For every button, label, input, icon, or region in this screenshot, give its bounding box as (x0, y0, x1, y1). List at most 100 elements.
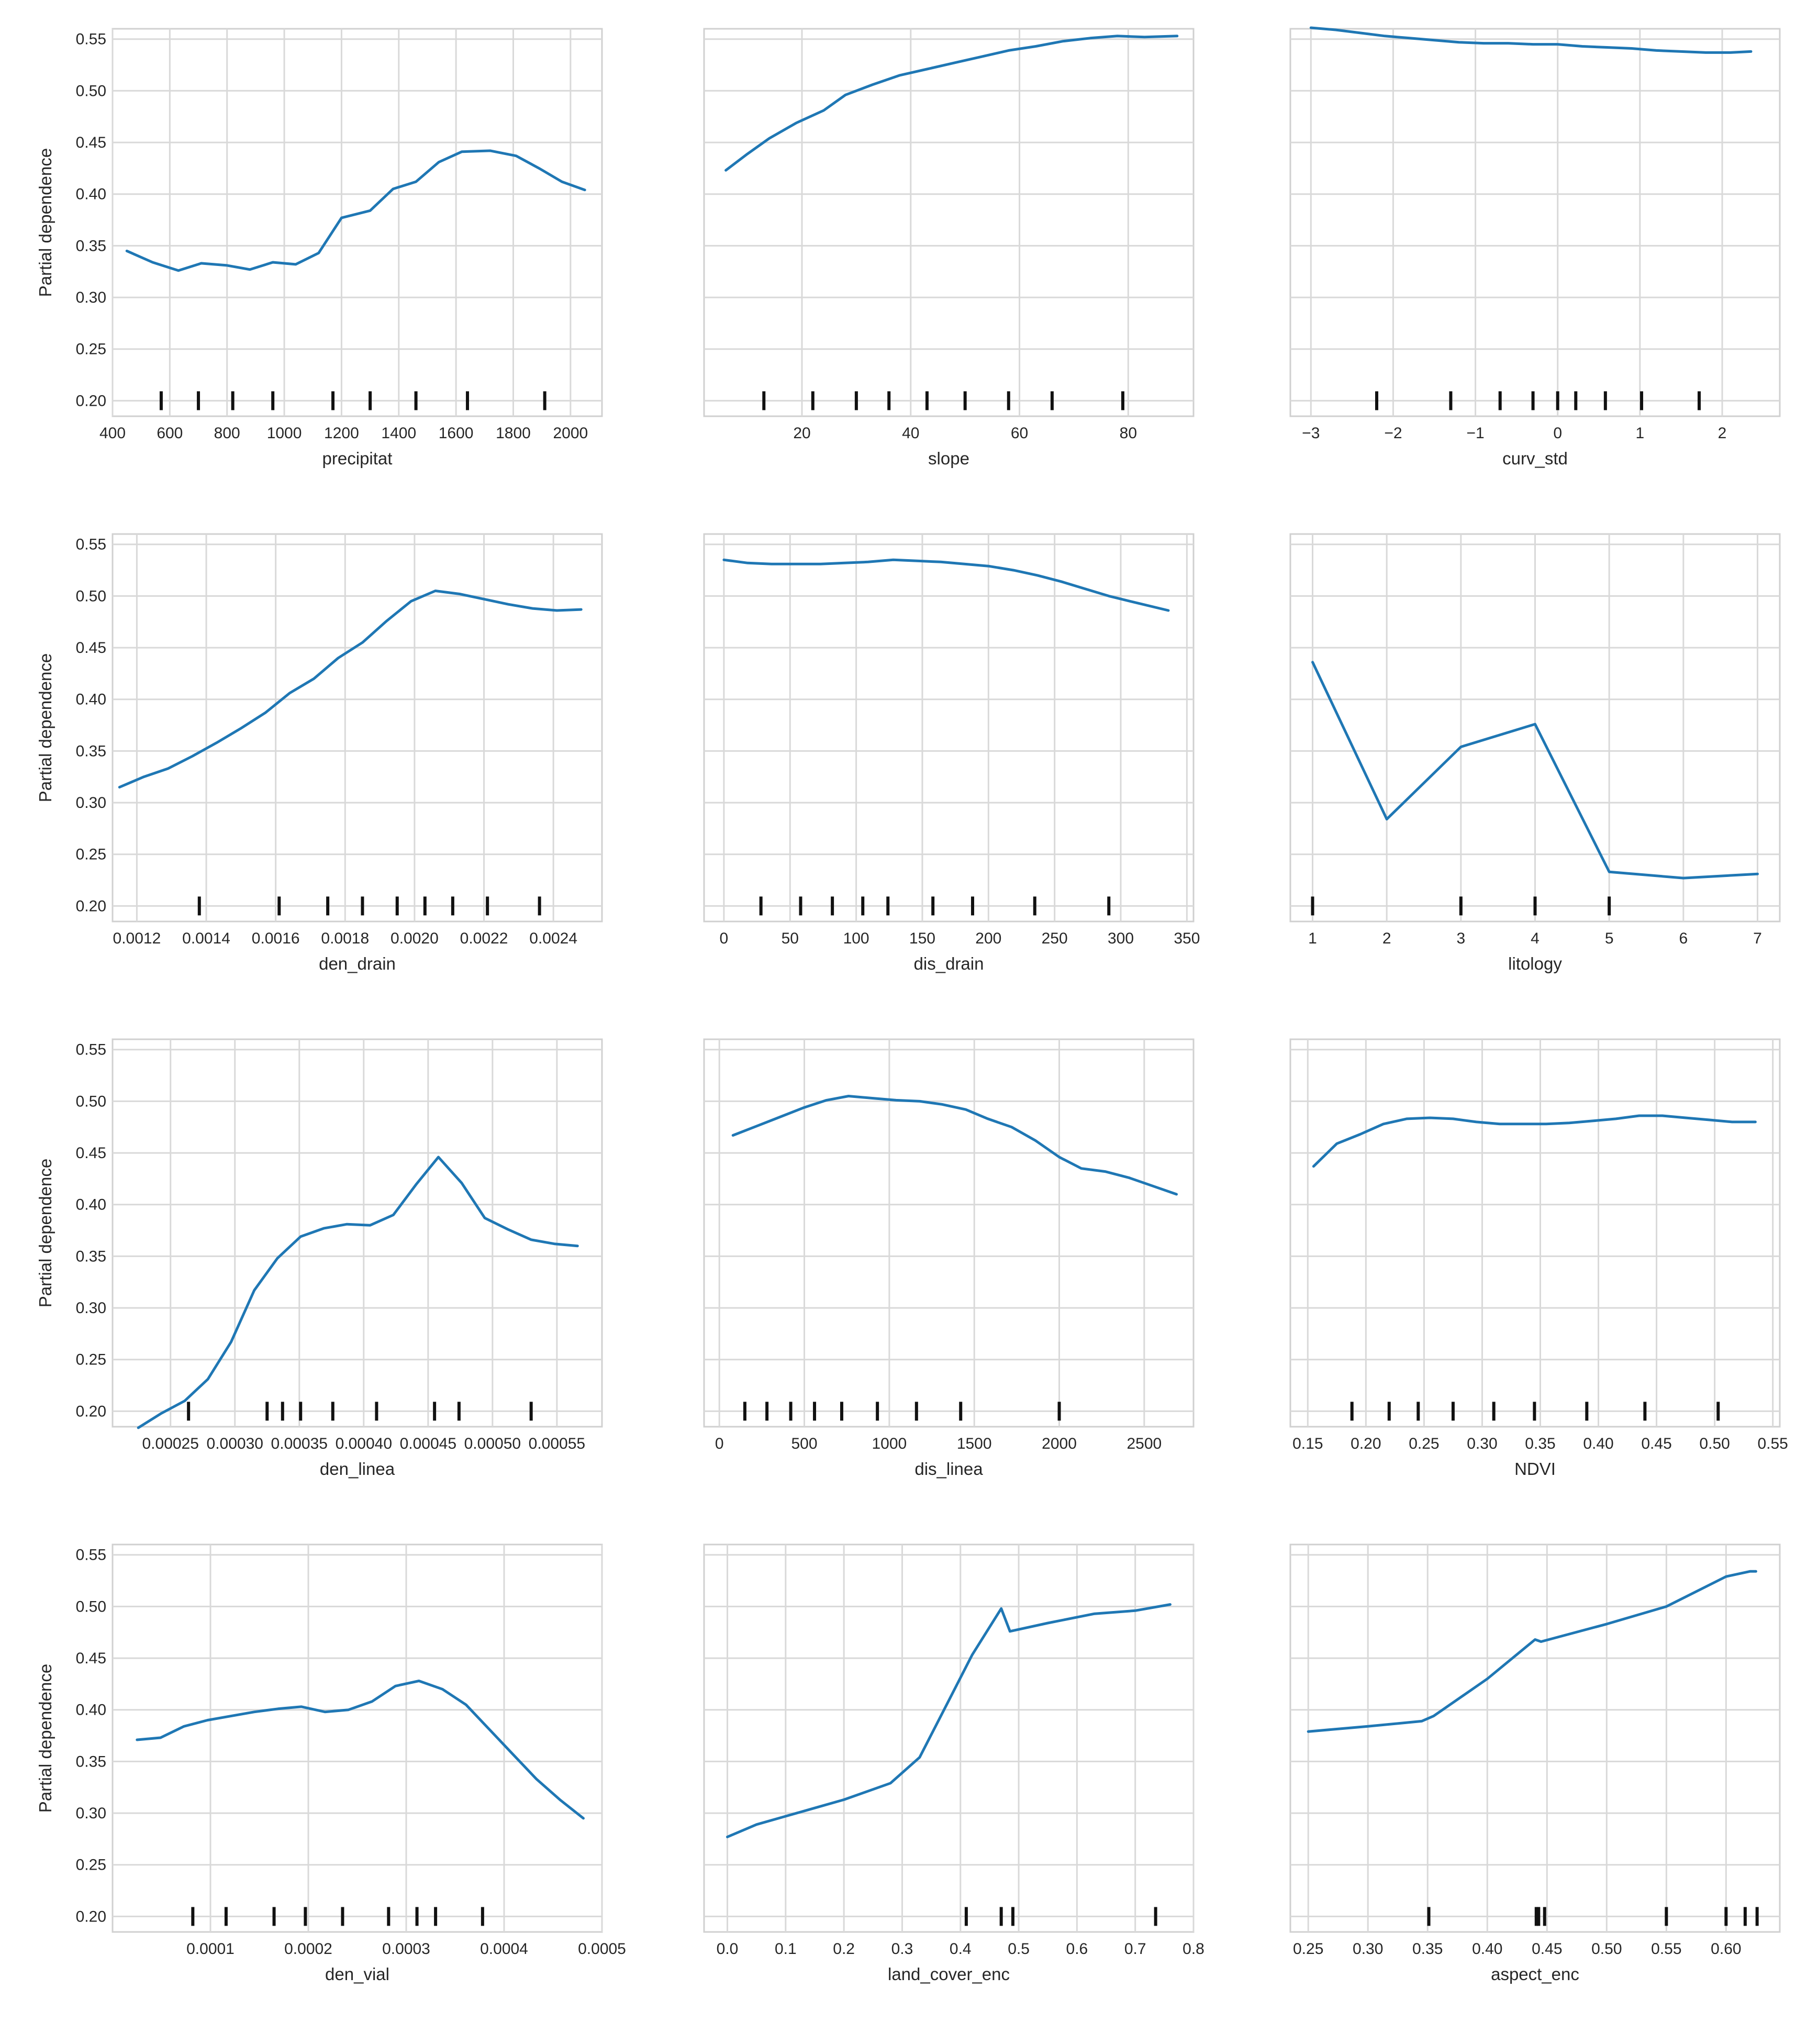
plot-area (111, 1038, 603, 1428)
y-tick-label: 0.45 (76, 639, 106, 657)
x-tick-label: 0.55 (1651, 1940, 1681, 1958)
x-tick-label: 0.60 (1711, 1940, 1741, 1958)
x-tick-label: 300 (1108, 930, 1134, 947)
x-tick-label: 7 (1753, 930, 1762, 947)
subplot-curv-std: −3 −2 −1 0 1 2 curv_std (1289, 26, 1781, 468)
x-tick-label: 6 (1679, 930, 1688, 947)
x-tick-label: −2 (1384, 425, 1402, 442)
x-axis-label: land_cover_enc (888, 1964, 1010, 1984)
subplot-land-cover-enc: 0.0 0.1 0.2 0.3 0.4 0.5 0.6 0.7 0.8 land_cover_en… (703, 1543, 1204, 1984)
x-axis-label: litology (1508, 954, 1562, 973)
x-tick-label: 150 (909, 930, 935, 947)
subplot-dis-linea: 0 500 1000 1500 2000 2500 dis_linea (703, 1038, 1195, 1479)
x-tick-label: 0.00035 (271, 1435, 328, 1452)
x-tick-label: 1400 (381, 425, 416, 442)
x-tick-label: 4 (1531, 930, 1540, 947)
subplot-den-drain: 0.0012 0.0014 0.0016 0.0018 0.0020 0.0022 0.00… (36, 533, 603, 973)
x-tick-label: 1600 (439, 425, 474, 442)
x-tick-label: 2500 (1126, 1435, 1162, 1452)
partial-dependence-line (118, 590, 583, 788)
x-axis-label: dis_linea (914, 1459, 983, 1479)
x-tick-label: 0.45 (1532, 1940, 1562, 1958)
y-tick-label: 0.35 (76, 1753, 106, 1770)
y-tick-label: 0.35 (76, 1248, 106, 1265)
partial-dependence-line (137, 1156, 579, 1429)
x-tick-label: 60 (1011, 425, 1028, 442)
y-tick-label: 0.55 (76, 31, 106, 48)
subplot-litology: 1 2 3 4 5 6 7 litology (1289, 533, 1781, 973)
x-tick-label: 0.45 (1641, 1435, 1671, 1452)
x-tick-label: 500 (791, 1435, 818, 1452)
plot-area (703, 1543, 1195, 1933)
y-tick-label: 0.30 (76, 1805, 106, 1822)
partial-dependence-line (722, 558, 1170, 612)
x-tick-label: 0.0003 (382, 1940, 430, 1958)
x-axis-label: curv_std (1502, 449, 1568, 468)
x-tick-label: 0.00045 (400, 1435, 456, 1452)
partial-dependence-line (726, 1603, 1172, 1838)
y-tick-label: 0.30 (76, 794, 106, 812)
x-axis-label: NDVI (1514, 1459, 1556, 1479)
x-tick-label: 0.35 (1412, 1940, 1443, 1958)
y-tick-label: 0.50 (76, 1598, 106, 1615)
y-axis-label: Partial dependence (36, 148, 55, 297)
y-tick-label: 0.25 (76, 1351, 106, 1369)
plot-area (703, 533, 1195, 923)
x-tick-label: 600 (157, 425, 183, 442)
x-tick-label: 0.0018 (321, 930, 369, 947)
x-tick-label: 0.7 (1124, 1940, 1146, 1958)
plot-area (111, 533, 603, 923)
y-tick-label: 0.55 (76, 536, 106, 553)
x-tick-label: 0.00040 (336, 1435, 392, 1452)
x-tick-label: 80 (1120, 425, 1137, 442)
x-tick-label: 3 (1456, 930, 1465, 947)
y-tick-label: 0.40 (76, 691, 106, 708)
subplot-den-vial: 0.0001 0.0002 0.0003 0.0004 0.0005 0.20 0.25 0.… (36, 1543, 626, 1984)
plot-area (1289, 28, 1781, 417)
y-axis-label: Partial dependence (36, 1664, 55, 1813)
x-tick-label: 20 (793, 425, 810, 442)
x-tick-label: 0.25 (1409, 1435, 1439, 1452)
x-tick-label: 0.0001 (186, 1940, 235, 1958)
partial-dependence-line (1312, 1114, 1757, 1168)
plot-area (1289, 1543, 1781, 1933)
subplot-precipitat: 400 600 800 1000 1200 1400 1600 1800 2000 0.20 0.2… (36, 28, 603, 468)
x-axis-label: den_linea (320, 1459, 395, 1479)
subplot-dis-drain: 0 50 100 150 200 250 300 350 dis_drain (703, 533, 1200, 973)
x-tick-label: 0 (715, 1435, 724, 1452)
x-tick-label: 0 (1553, 425, 1562, 442)
x-tick-label: 0.3 (891, 1940, 913, 1958)
x-tick-label: 0.1 (775, 1940, 797, 1958)
y-tick-label: 0.55 (76, 1547, 106, 1564)
x-tick-label: 100 (843, 930, 869, 947)
x-tick-label: 0.55 (1757, 1435, 1788, 1452)
subplot-ndvi: 0.15 0.20 0.25 0.30 0.35 0.40 0.45 0.50 0.55 NDVI (1289, 1038, 1788, 1479)
y-tick-label: 0.20 (76, 1403, 106, 1420)
x-tick-label: 800 (214, 425, 240, 442)
x-tick-label: 0.25 (1293, 1940, 1323, 1958)
y-tick-label: 0.40 (76, 186, 106, 203)
x-tick-label: 0.35 (1525, 1435, 1555, 1452)
x-tick-label: 0.50 (1699, 1435, 1730, 1452)
x-tick-label: 250 (1042, 930, 1068, 947)
x-tick-label: 0.30 (1467, 1435, 1497, 1452)
x-tick-label: 0.40 (1583, 1435, 1613, 1452)
y-tick-label: 0.50 (76, 587, 106, 605)
y-tick-label: 0.20 (76, 897, 106, 915)
x-tick-label: 0.00030 (207, 1435, 263, 1452)
x-tick-label: 0.0016 (252, 930, 300, 947)
y-axis-label: Partial dependence (36, 653, 55, 802)
y-tick-label: 0.35 (76, 742, 106, 760)
x-axis-label: aspect_enc (1491, 1964, 1579, 1984)
x-axis-label: slope (928, 449, 969, 468)
y-tick-label: 0.45 (76, 134, 106, 151)
x-tick-label: 0 (720, 930, 729, 947)
x-axis-label: den_vial (325, 1964, 389, 1984)
plot-area (703, 1038, 1195, 1428)
x-tick-label: 0.0 (717, 1940, 739, 1958)
x-tick-label: 1 (1308, 930, 1317, 947)
partial-dependence-line (1311, 661, 1759, 880)
x-tick-label: 200 (975, 930, 1001, 947)
x-tick-label: 50 (782, 930, 799, 947)
